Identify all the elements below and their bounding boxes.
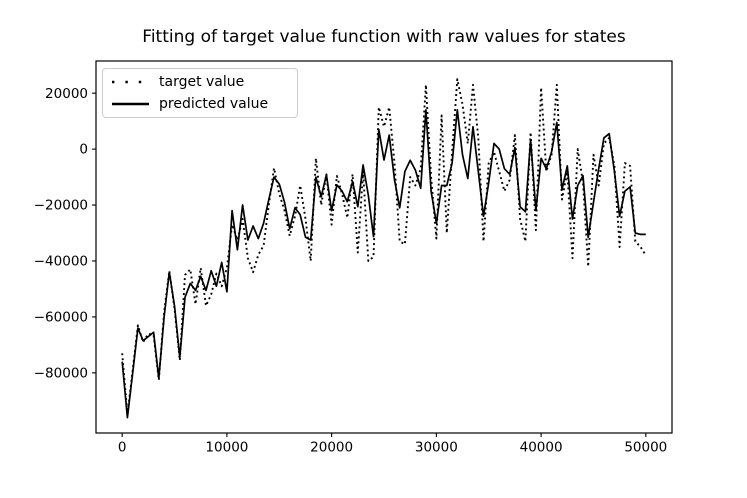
dotted-line-icon: [112, 80, 149, 84]
axes-spines: [95, 60, 673, 434]
x-tick-label: 50000: [624, 440, 667, 456]
chart-title: Fitting of target value function with ra…: [142, 27, 626, 47]
legend-label-target: target value: [159, 74, 245, 90]
y-tick-label: −60000: [34, 310, 88, 326]
legend-item-predicted: predicted value: [109, 93, 291, 115]
x-tick-label: 20000: [310, 440, 353, 456]
x-tick-label: 40000: [520, 440, 563, 456]
solid-line-icon: [112, 102, 149, 106]
legend: target value predicted value: [102, 68, 298, 118]
y-tick-label: −80000: [34, 365, 88, 381]
y-tick-label: −40000: [34, 254, 88, 270]
y-tick-label: −20000: [34, 198, 88, 214]
x-tick-label: 30000: [415, 440, 458, 456]
legend-item-target: target value: [109, 71, 291, 93]
predicted-value-line: [121, 109, 646, 419]
y-tick-label: 20000: [45, 86, 88, 102]
legend-label-predicted: predicted value: [159, 96, 269, 112]
x-tick-label: 0: [118, 440, 127, 456]
target-value-line: [121, 78, 647, 416]
y-tick-label: 0: [79, 142, 88, 158]
x-tick-label: 10000: [205, 440, 248, 456]
